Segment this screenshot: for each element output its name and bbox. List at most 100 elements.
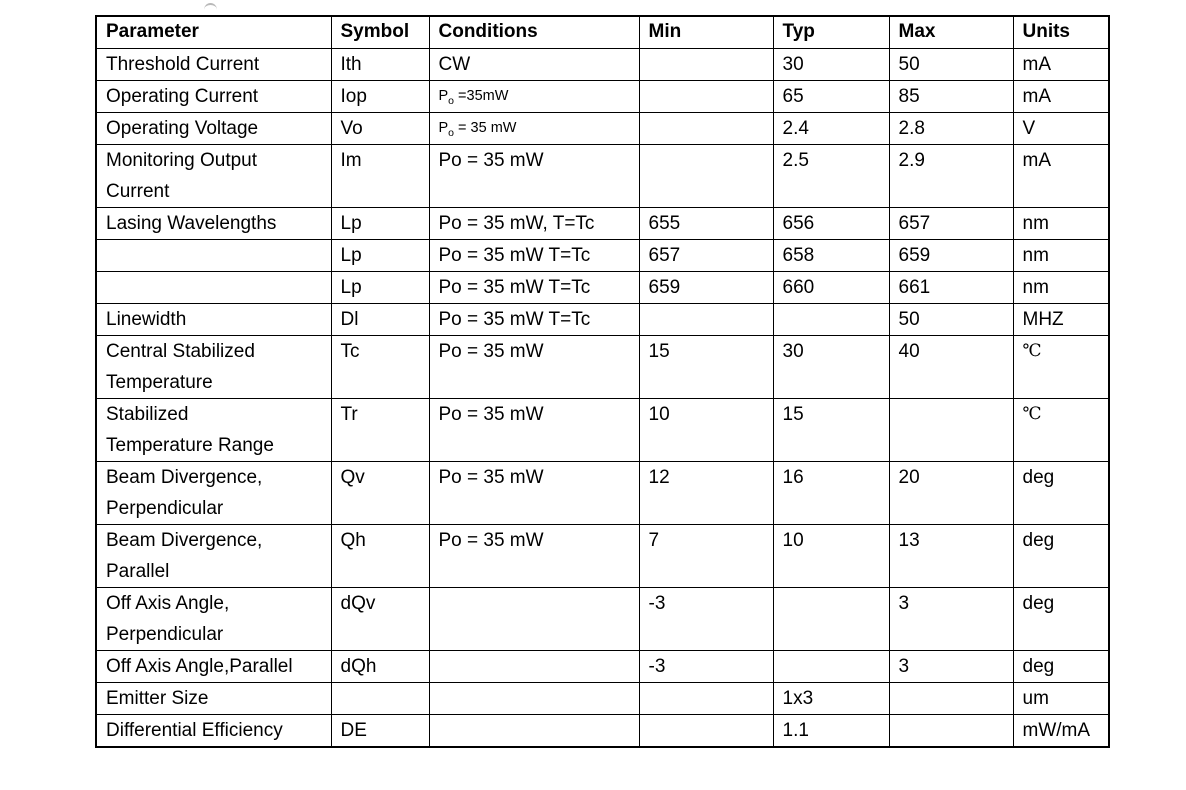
cell-conditions: Po = 35 mW xyxy=(428,111,640,145)
cell-units: mA xyxy=(1012,79,1110,113)
cond-rest: = 35 mW xyxy=(454,119,517,136)
cell-parameter xyxy=(95,238,332,272)
cell-typ xyxy=(772,649,890,683)
cell-typ: 30 xyxy=(772,334,890,399)
table-header-row: Parameter Symbol Conditions Min Typ Max … xyxy=(95,15,1110,49)
cell-max: 657 xyxy=(888,206,1014,240)
cell-conditions: Po = 35 mW xyxy=(428,143,640,208)
cell-conditions xyxy=(428,649,640,683)
cell-units: ℃ xyxy=(1012,397,1110,462)
cell-min: 15 xyxy=(638,334,774,399)
cell-parameter: Off Axis Angle, Perpendicular xyxy=(95,586,332,651)
cell-symbol: Dl xyxy=(330,302,430,336)
cell-conditions: Po = 35 mW xyxy=(428,334,640,399)
cell-typ: 2.4 xyxy=(772,111,890,145)
cond-subscript: o xyxy=(448,126,455,139)
cell-units: mW/mA xyxy=(1012,713,1110,747)
cell-conditions xyxy=(428,681,640,715)
header-max: Max xyxy=(888,15,1014,49)
cell-max xyxy=(888,397,1014,462)
table-row: Differential Efficiency DE 1.1 mW/mA xyxy=(95,713,1110,747)
cell-parameter: Beam Divergence, Perpendicular xyxy=(95,460,332,525)
cell-min: 659 xyxy=(638,270,774,304)
cell-symbol: Lp xyxy=(330,206,430,240)
table-row: Threshold Current Ith CW 30 50 mA xyxy=(95,47,1110,81)
cell-symbol: Iop xyxy=(330,79,430,113)
cell-min xyxy=(638,143,774,208)
cell-parameter: Differential Efficiency xyxy=(95,713,332,747)
cell-symbol: Qh xyxy=(330,523,430,588)
cell-conditions xyxy=(428,586,640,651)
stray-mark xyxy=(204,3,217,11)
table-row: Monitoring Output Current Im Po = 35 mW … xyxy=(95,143,1110,208)
cell-parameter: Linewidth xyxy=(95,302,332,336)
cell-conditions: Po = 35 mW, T=Tc xyxy=(428,206,640,240)
cell-min xyxy=(638,713,774,747)
cell-conditions: Po =35mW xyxy=(428,79,640,113)
table-row: Stabilized Temperature Range Tr Po = 35 … xyxy=(95,397,1110,462)
cell-typ: 30 xyxy=(772,47,890,81)
cell-units: nm xyxy=(1012,270,1110,304)
table-row: Lasing Wavelengths Lp Po = 35 mW, T=Tc 6… xyxy=(95,206,1110,240)
header-parameter: Parameter xyxy=(95,15,332,49)
cell-min: 12 xyxy=(638,460,774,525)
cell-typ: 10 xyxy=(772,523,890,588)
header-min: Min xyxy=(638,15,774,49)
cell-parameter: Monitoring Output Current xyxy=(95,143,332,208)
cell-min xyxy=(638,111,774,145)
cell-max: 20 xyxy=(888,460,1014,525)
cell-typ: 656 xyxy=(772,206,890,240)
cell-units: V xyxy=(1012,111,1110,145)
header-units: Units xyxy=(1012,15,1110,49)
cell-symbol: Lp xyxy=(330,238,430,272)
cell-max: 50 xyxy=(888,302,1014,336)
cell-max: 3 xyxy=(888,586,1014,651)
cell-symbol: Tr xyxy=(330,397,430,462)
cell-min: 655 xyxy=(638,206,774,240)
cell-max: 2.8 xyxy=(888,111,1014,145)
cond-rest: =35mW xyxy=(454,87,509,104)
cond-base: P xyxy=(438,119,449,136)
cell-max: 2.9 xyxy=(888,143,1014,208)
cell-min xyxy=(638,302,774,336)
cell-parameter: Operating Current xyxy=(95,79,332,113)
table-row: Linewidth Dl Po = 35 mW T=Tc 50 MHZ xyxy=(95,302,1110,336)
table-row: Off Axis Angle,Parallel dQh -3 3 deg xyxy=(95,649,1110,683)
cell-symbol: DE xyxy=(330,713,430,747)
cell-typ: 1x3 xyxy=(772,681,890,715)
cell-conditions: Po = 35 mW xyxy=(428,523,640,588)
cell-typ: 2.5 xyxy=(772,143,890,208)
cell-typ: 65 xyxy=(772,79,890,113)
cell-symbol: dQh xyxy=(330,649,430,683)
cell-min: 657 xyxy=(638,238,774,272)
cell-symbol: dQv xyxy=(330,586,430,651)
cell-typ: 15 xyxy=(772,397,890,462)
cell-conditions xyxy=(428,713,640,747)
cell-min: 7 xyxy=(638,523,774,588)
table-row: Lp Po = 35 mW T=Tc 659 660 661 nm xyxy=(95,270,1110,304)
cell-parameter: Emitter Size xyxy=(95,681,332,715)
cell-min xyxy=(638,681,774,715)
cell-conditions: Po = 35 mW T=Tc xyxy=(428,238,640,272)
cell-units: deg xyxy=(1012,460,1110,525)
cell-conditions: Po = 35 mW xyxy=(428,397,640,462)
cell-parameter xyxy=(95,270,332,304)
cell-parameter: Operating Voltage xyxy=(95,111,332,145)
table-row: Beam Divergence, Parallel Qh Po = 35 mW … xyxy=(95,523,1110,588)
cell-min: -3 xyxy=(638,586,774,651)
cond-subscript: o xyxy=(448,94,455,107)
table-row: Lp Po = 35 mW T=Tc 657 658 659 nm xyxy=(95,238,1110,272)
header-conditions: Conditions xyxy=(428,15,640,49)
cell-symbol: Vo xyxy=(330,111,430,145)
cell-min: 10 xyxy=(638,397,774,462)
cell-units: mA xyxy=(1012,47,1110,81)
cell-min xyxy=(638,79,774,113)
cell-units: ℃ xyxy=(1012,334,1110,399)
cell-units: mA xyxy=(1012,143,1110,208)
cell-units: MHZ xyxy=(1012,302,1110,336)
table-row: Operating Current Iop Po =35mW 65 85 mA xyxy=(95,79,1110,113)
cell-typ: 1.1 xyxy=(772,713,890,747)
cell-units: um xyxy=(1012,681,1110,715)
cell-parameter: Lasing Wavelengths xyxy=(95,206,332,240)
table-row: Beam Divergence, Perpendicular Qv Po = 3… xyxy=(95,460,1110,525)
